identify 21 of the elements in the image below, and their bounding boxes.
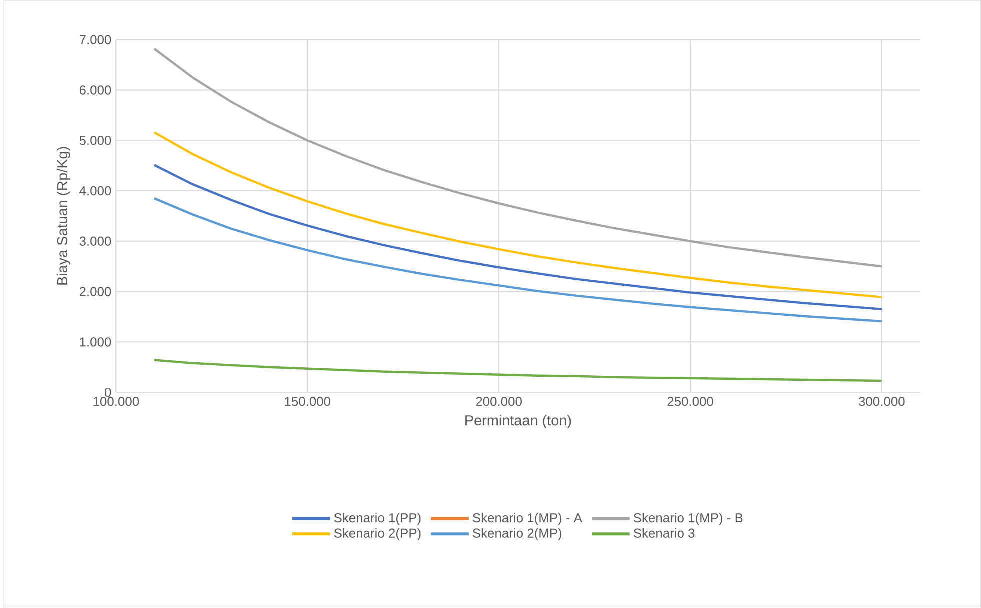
- x-tick-label: 300.000: [859, 397, 905, 406]
- legend-label: Skenario 1(PP): [334, 513, 421, 526]
- legend-label: Skenario 2(PP): [334, 528, 421, 541]
- y-tick-label: 5.000: [80, 136, 112, 146]
- x-tick-label: 150.000: [285, 397, 331, 406]
- y-tick-label: 1.000: [80, 338, 112, 347]
- y-axis-title: Biaya Satuan (Rp/Kg): [56, 147, 70, 285]
- legend-label: Skenario 3: [634, 528, 695, 538]
- y-tick-label: 6.000: [80, 86, 112, 95]
- y-tick-label: 2.000: [80, 287, 112, 296]
- legend-label: Skenario 1(MP) - B: [634, 513, 743, 526]
- y-tick-label: 4.000: [80, 186, 112, 196]
- x-tick-label: 200.000: [476, 397, 522, 406]
- x-axis-title: Permintaan (ton): [466, 415, 572, 429]
- legend-label: Skenario 1(MP) - A: [473, 513, 582, 526]
- x-tick-label: 100.000: [94, 397, 140, 406]
- y-tick-label: 7.000: [80, 35, 112, 45]
- legend-label: Skenario 2(MP): [473, 528, 562, 541]
- x-tick-label: 250.000: [668, 397, 714, 406]
- y-tick-label: 3.000: [80, 236, 112, 246]
- y-tick-label: 0: [104, 388, 112, 398]
